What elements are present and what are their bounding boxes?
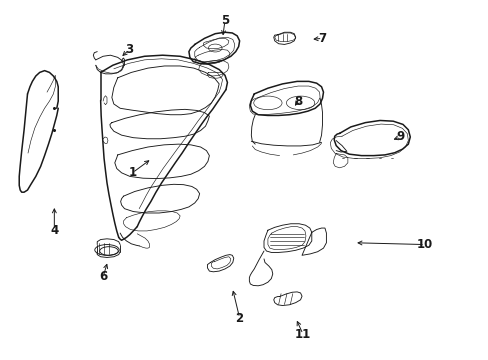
Text: 7: 7: [318, 32, 326, 45]
Text: 4: 4: [50, 224, 59, 237]
Text: 3: 3: [124, 43, 133, 56]
Text: 6: 6: [99, 270, 107, 283]
Text: 2: 2: [235, 311, 243, 325]
Text: 1: 1: [128, 166, 136, 179]
Text: 8: 8: [293, 95, 302, 108]
Text: 11: 11: [294, 328, 310, 341]
Text: 9: 9: [396, 130, 404, 144]
Text: 5: 5: [221, 14, 229, 27]
Text: 10: 10: [416, 238, 432, 251]
